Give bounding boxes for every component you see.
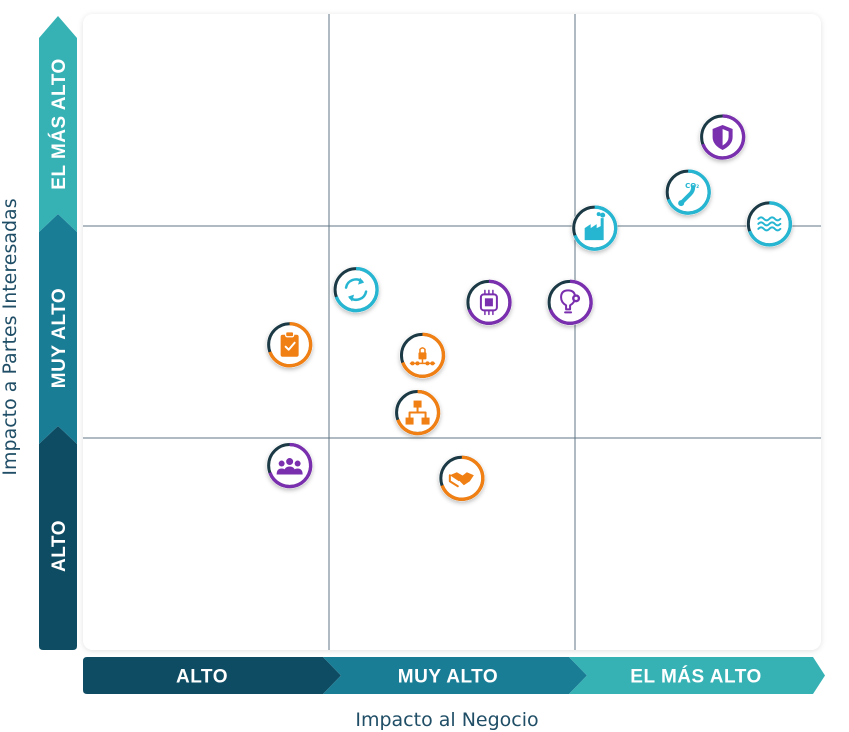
x-band-label-2: MUY ALTO [398, 667, 498, 688]
y-band-label-1: ALTO [49, 520, 70, 572]
y-band-1 [39, 426, 77, 650]
x-band-1 [83, 657, 341, 694]
y-band-3 [39, 16, 77, 232]
point-chip[interactable] [465, 279, 512, 326]
y-band-label-2: MUY ALTO [49, 288, 70, 388]
point-shield[interactable] [699, 113, 746, 160]
plot-area [83, 14, 821, 650]
x-band-3 [569, 657, 825, 694]
y-band-label-3: EL MÁS ALTO [48, 58, 70, 189]
water-waves-icon [757, 216, 782, 232]
x-band-2 [323, 657, 587, 694]
svg-text:CO₂: CO₂ [685, 182, 699, 190]
handshake-icon [448, 472, 474, 488]
footprint-icon: CO₂ [678, 182, 699, 207]
grid-lines [83, 14, 821, 650]
point-lightbulb-gear[interactable] [547, 279, 594, 326]
clipboard-check-icon [280, 331, 299, 357]
point-footprint[interactable]: CO₂ [665, 169, 712, 216]
point-people-group[interactable] [266, 442, 313, 489]
point-factory[interactable] [571, 205, 618, 252]
network-lock-icon [409, 347, 436, 366]
data-points: CO₂ [266, 113, 793, 502]
point-water-waves[interactable] [746, 200, 793, 247]
point-org-chart[interactable] [394, 389, 441, 436]
point-handshake[interactable] [438, 455, 485, 502]
recycle-arrows-icon [344, 277, 368, 302]
x-axis-title: Impacto al Negocio [355, 709, 538, 731]
point-network-lock[interactable] [399, 332, 446, 379]
people-group-icon [276, 458, 303, 475]
y-band-2 [39, 214, 77, 444]
y-axis-bands: ALTO MUY ALTO EL MÁS ALTO [39, 16, 77, 650]
point-recycle-arrows[interactable] [333, 266, 380, 313]
y-axis-title: Impacto a Partes Interesadas [0, 198, 21, 475]
shield-icon [712, 124, 733, 150]
chip-icon [479, 289, 498, 316]
point-clipboard-check[interactable] [266, 321, 313, 368]
x-band-label-1: ALTO [176, 667, 228, 688]
factory-icon [584, 212, 606, 241]
x-axis-bands: ALTO MUY ALTO EL MÁS ALTO [83, 657, 825, 694]
lightbulb-gear-icon [560, 289, 581, 314]
org-chart-icon [405, 400, 430, 425]
x-band-label-3: EL MÁS ALTO [630, 666, 761, 688]
